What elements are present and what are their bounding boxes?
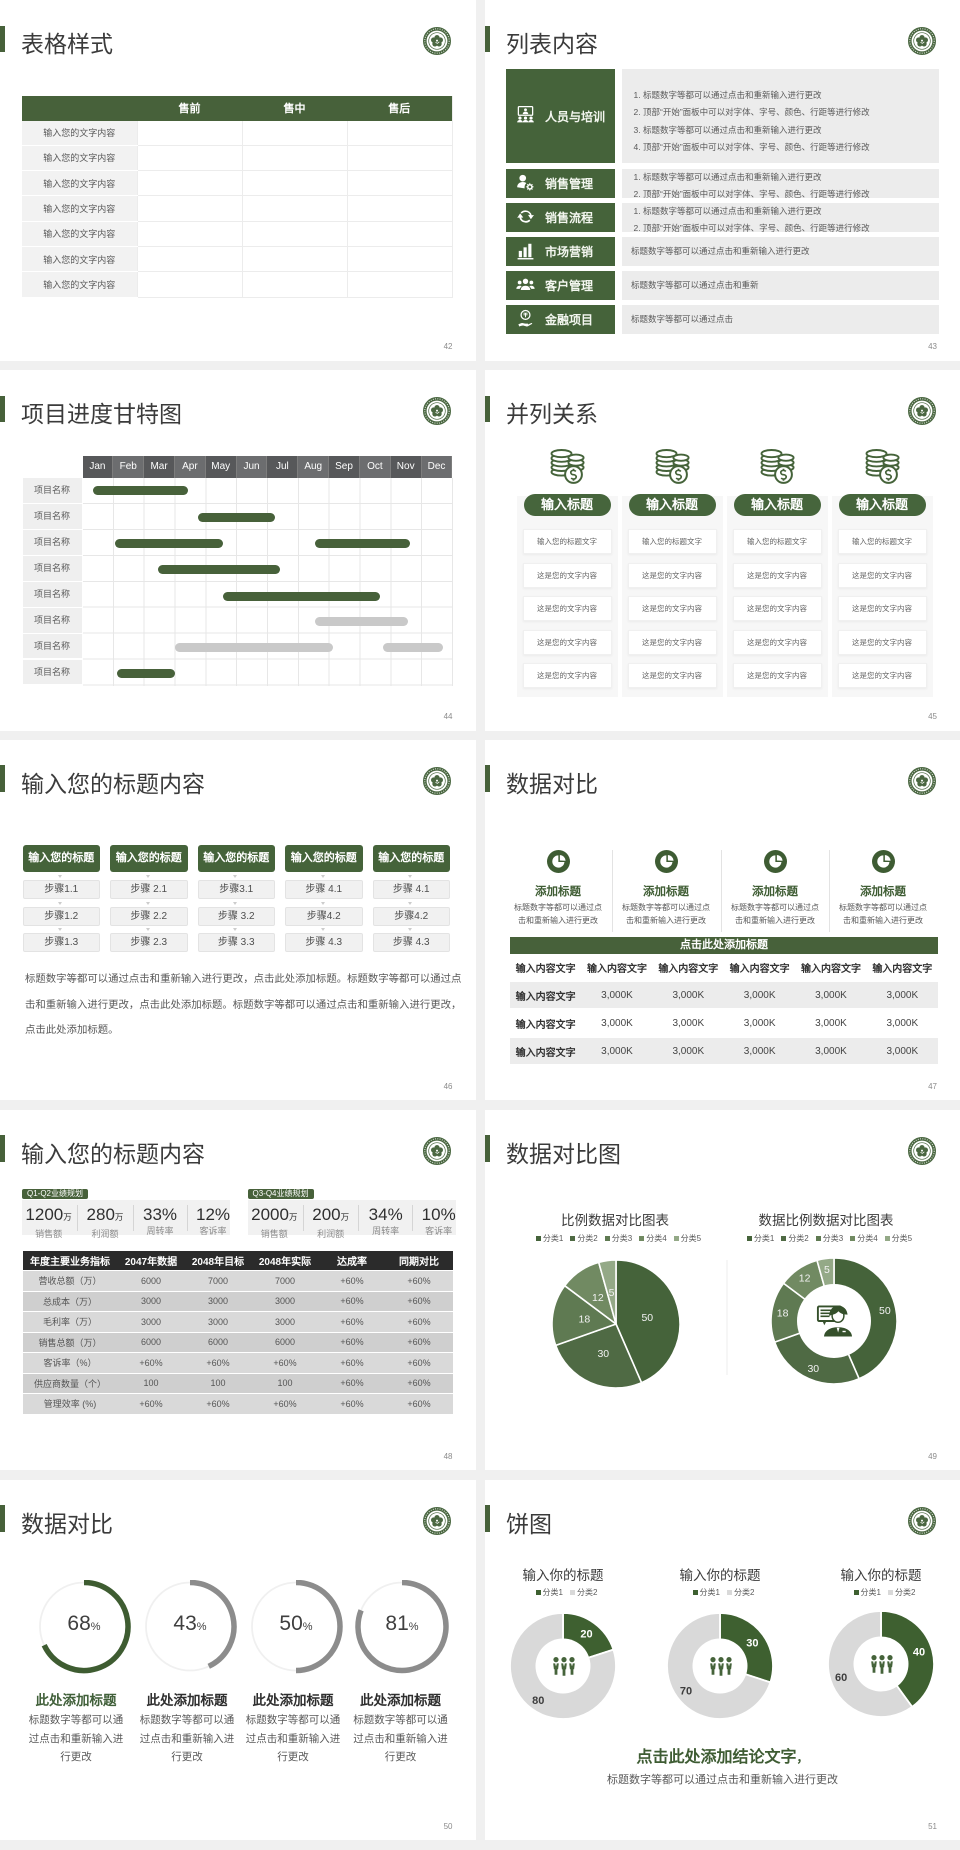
svg-text:18: 18 <box>777 1307 789 1319</box>
svg-text:50: 50 <box>879 1304 891 1316</box>
svg-text:12: 12 <box>799 1272 811 1284</box>
svg-text:5: 5 <box>824 1264 830 1276</box>
svg-text:50: 50 <box>641 1312 653 1324</box>
svg-text:40: 40 <box>913 1646 925 1658</box>
svg-text:18: 18 <box>579 1313 591 1325</box>
svg-text:30: 30 <box>746 1637 758 1649</box>
svg-text:20: 20 <box>580 1628 592 1640</box>
svg-text:80: 80 <box>532 1695 544 1707</box>
svg-text:70: 70 <box>680 1685 692 1697</box>
svg-text:5: 5 <box>609 1286 615 1298</box>
svg-text:60: 60 <box>835 1672 847 1684</box>
svg-text:30: 30 <box>807 1363 819 1375</box>
svg-text:30: 30 <box>597 1347 609 1359</box>
svg-text:12: 12 <box>592 1292 604 1304</box>
